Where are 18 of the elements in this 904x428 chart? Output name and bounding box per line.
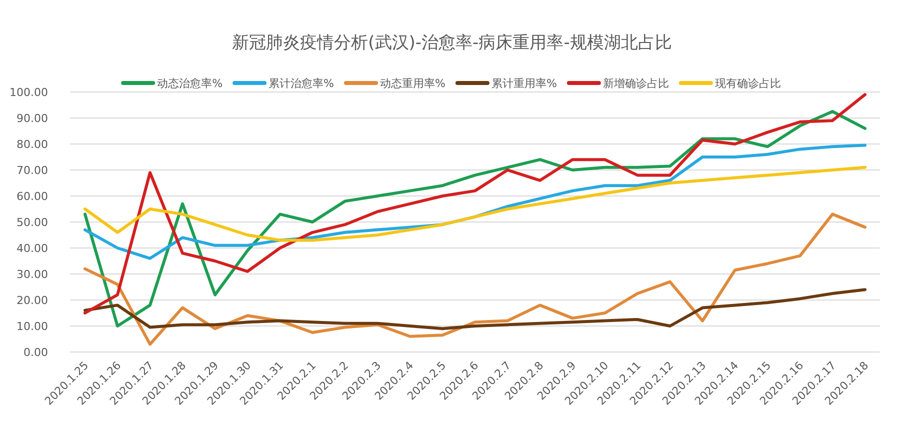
y-tick-label: 10.00 — [16, 320, 48, 333]
y-tick-label: 60.00 — [16, 190, 48, 203]
legend-label: 动态重用率% — [380, 77, 446, 90]
y-tick-label: 20.00 — [16, 294, 48, 307]
y-tick-label: 80.00 — [16, 138, 48, 151]
y-tick-label: 0.00 — [24, 346, 48, 359]
y-tick-label: 50.00 — [16, 216, 48, 229]
y-tick-label: 70.00 — [16, 164, 48, 177]
y-tick-label: 90.00 — [16, 112, 48, 125]
legend-label: 累计治愈率% — [268, 77, 334, 90]
y-tick-label: 30.00 — [16, 268, 48, 281]
legend-label: 现有确诊占比 — [714, 77, 781, 90]
y-tick-label: 100.00 — [10, 86, 48, 99]
legend-label: 新增确诊占比 — [602, 77, 669, 90]
y-tick-label: 40.00 — [16, 242, 48, 255]
chart-title: 新冠肺炎疫情分析(武汉)-治愈率-病床重用率-规模湖北占比 — [232, 33, 672, 53]
legend-label: 动态治愈率% — [157, 77, 223, 90]
legend-label: 累计重用率% — [491, 77, 557, 90]
